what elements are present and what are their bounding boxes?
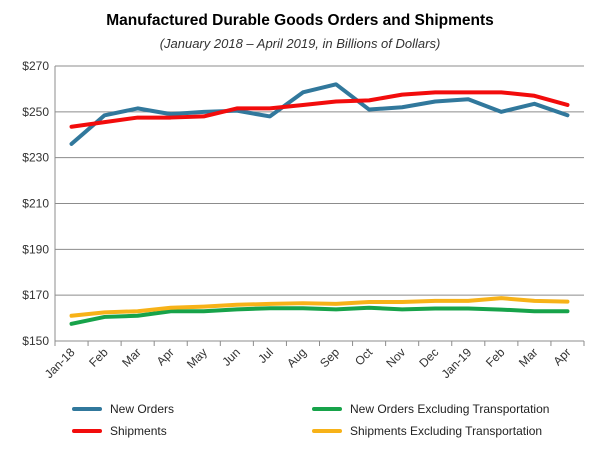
legend-label: Shipments Excluding Transportation xyxy=(350,424,543,438)
y-tick-label: $150 xyxy=(22,334,49,348)
y-tick-label: $230 xyxy=(22,151,49,165)
legend-item-shipments-ex-transport: Shipments Excluding Transportation xyxy=(312,424,542,438)
x-tick-label: Dec xyxy=(416,345,441,370)
series-line-shipments xyxy=(69,90,570,129)
x-tick-label: Mar xyxy=(516,345,541,370)
x-tick-label: Mar xyxy=(119,345,144,370)
x-tick-label: Jan-18 xyxy=(42,345,78,381)
series-line-new-orders-excluding-transportation xyxy=(69,305,570,326)
legend-item-shipments: Shipments xyxy=(72,424,167,438)
series-line-new-orders xyxy=(69,82,570,146)
x-tick-label: Aug xyxy=(284,345,309,370)
x-tick-label: Nov xyxy=(383,345,408,370)
x-tick-label: Jun xyxy=(219,345,243,369)
y-tick-label: $210 xyxy=(22,197,49,211)
x-tick-label: Jul xyxy=(255,345,276,366)
x-tick-label: Apr xyxy=(154,345,177,368)
x-tick-label: Feb xyxy=(86,345,111,370)
legend-swatch xyxy=(312,429,342,433)
chart-subtitle: (January 2018 – April 2019, in Billions … xyxy=(159,36,441,51)
x-tick-label: May xyxy=(184,345,210,371)
legend-item-new-orders: New Orders xyxy=(72,402,174,416)
x-tick-label: Oct xyxy=(352,345,376,369)
legend-swatch xyxy=(72,429,102,433)
x-tick-label: Feb xyxy=(483,345,508,370)
y-tick-label: $190 xyxy=(22,242,49,256)
legend-label: New Orders xyxy=(110,402,175,416)
y-tick-label: $270 xyxy=(22,59,49,73)
legend-item-new-orders-ex-transport: New Orders Excluding Transportation xyxy=(312,402,549,416)
legend-swatch xyxy=(72,407,102,411)
x-tick-label: Sep xyxy=(317,345,342,370)
chart-title: Manufactured Durable Goods Orders and Sh… xyxy=(106,12,494,29)
legend-label: New Orders Excluding Transportation xyxy=(350,402,550,416)
x-tick-label: Apr xyxy=(550,345,573,368)
x-tick-label: Jan-19 xyxy=(439,345,475,381)
legend-label: Shipments xyxy=(110,424,167,438)
y-tick-label: $250 xyxy=(22,105,49,119)
legend-swatch xyxy=(312,407,342,411)
y-tick-label: $170 xyxy=(22,288,49,302)
series-line-shipments-excluding-transportation xyxy=(69,296,570,318)
